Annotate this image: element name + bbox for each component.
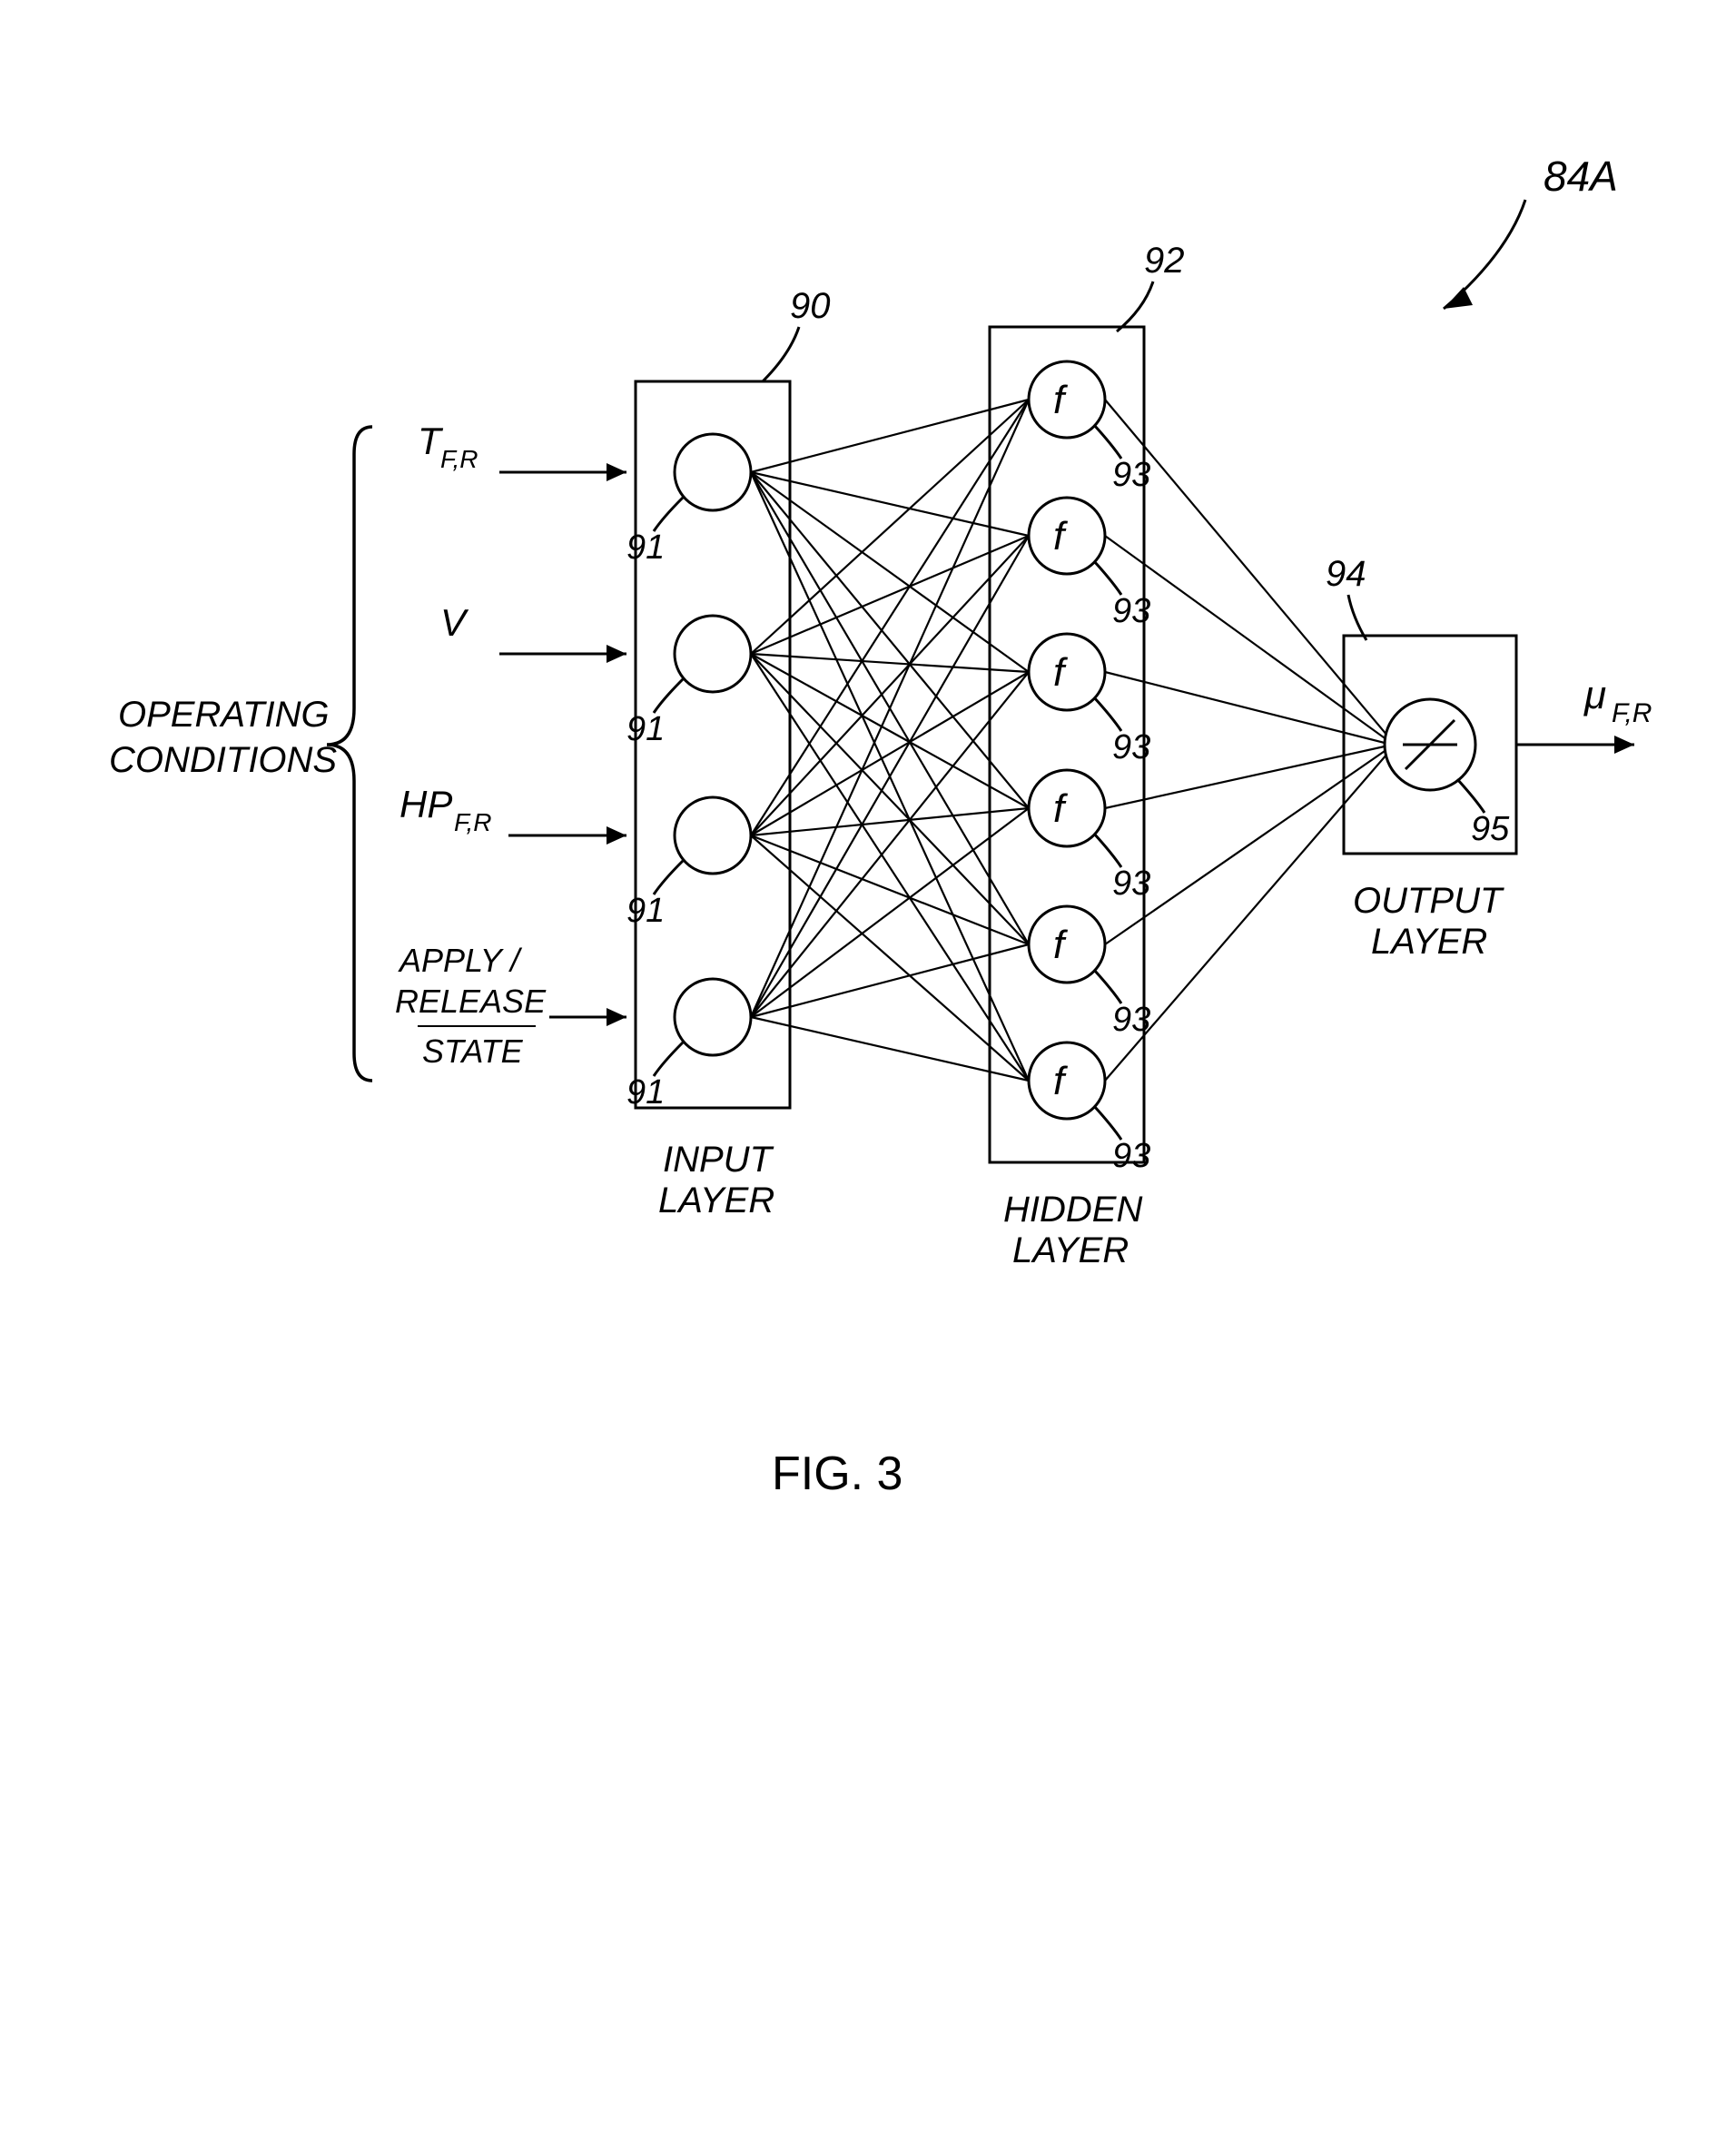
svg-text:HP: HP [399,783,452,825]
svg-text:91: 91 [626,710,665,748]
hidden-node-6: f 93 [1029,1042,1150,1175]
input-2: V [440,601,626,663]
svg-text:F,R: F,R [454,808,492,836]
input-arrows: T F,R V HP F,R APPLY / RELEASE STATE [395,420,626,1070]
svg-text:93: 93 [1112,456,1150,494]
svg-text:F,R: F,R [1612,698,1652,728]
svg-text:μ: μ [1583,673,1606,717]
input-layer: 90 91 91 91 91 INPUT LAYER [626,286,831,1220]
svg-text:91: 91 [626,529,665,567]
figure-caption: FIG. 3 [772,1447,903,1500]
svg-text:F,R: F,R [440,445,478,473]
svg-text:91: 91 [626,892,665,930]
hidden-node-1: f 93 [1029,361,1150,494]
hidden-node-2: f 93 [1029,498,1150,630]
input-4: APPLY / RELEASE STATE [395,942,626,1070]
svg-text:OUTPUT: OUTPUT [1353,881,1504,921]
svg-text:84A: 84A [1544,153,1618,200]
svg-text:95: 95 [1471,810,1510,848]
input-3: HP F,R [399,783,626,845]
svg-text:93: 93 [1112,865,1150,903]
svg-text:93: 93 [1112,1137,1150,1175]
svg-text:HIDDEN: HIDDEN [1003,1190,1142,1230]
svg-text:OPERATING: OPERATING [118,695,330,735]
svg-text:90: 90 [790,286,831,326]
svg-text:RELEASE: RELEASE [395,983,547,1020]
svg-text:92: 92 [1144,241,1185,281]
svg-text:LAYER: LAYER [658,1181,774,1220]
svg-text:94: 94 [1326,554,1366,594]
svg-text:LAYER: LAYER [1371,922,1487,962]
svg-text:V: V [440,601,469,644]
input-node-2: 91 [626,616,751,748]
svg-text:93: 93 [1112,728,1150,766]
operating-conditions-label: OPERATING CONDITIONS [109,427,372,1081]
hidden-node-4: f 93 [1029,770,1150,903]
svg-text:CONDITIONS: CONDITIONS [109,740,337,780]
input-1: T F,R [418,420,626,481]
svg-text:91: 91 [626,1073,665,1112]
nn-diagram: 84A OPERATING CONDITIONS T F,R V HP F,R [0,0,1736,2144]
input-node-4: 91 [626,979,751,1112]
input-node-1: 91 [626,434,751,567]
hidden-layer: 92 f 93 f 93 f 93 f 93 f [990,241,1185,1270]
output-node: 95 [1385,699,1510,848]
output-layer: 94 95 OUTPUT LAYER [1326,554,1516,962]
svg-text:LAYER: LAYER [1012,1230,1129,1270]
connections-input-hidden [751,400,1029,1081]
hidden-node-3: f 93 [1029,634,1150,766]
output-arrow: μ F,R [1516,673,1652,754]
svg-text:STATE: STATE [422,1032,524,1070]
input-node-3: 91 [626,797,751,930]
figure-id-ref: 84A [1444,153,1618,309]
svg-text:INPUT: INPUT [663,1140,774,1180]
svg-text:APPLY /: APPLY / [398,942,523,979]
svg-text:93: 93 [1112,592,1150,630]
